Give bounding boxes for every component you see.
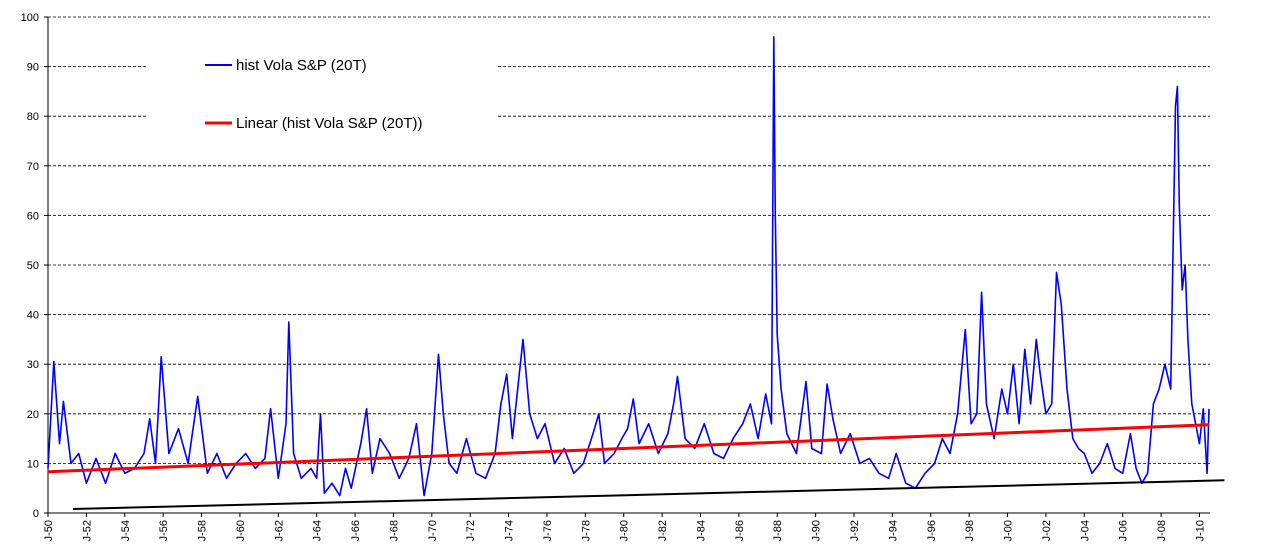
y-tick-label: 90 (27, 62, 39, 74)
x-tick-label: J-98 (964, 520, 976, 541)
x-tick-label: J-04 (1079, 520, 1091, 541)
y-tick-labels: 0 10 20 30 40 50 60 70 80 90 100 (21, 12, 39, 520)
x-tick-label: J-66 (350, 520, 362, 541)
x-tick-label: J-70 (427, 520, 439, 541)
axes (44, 16, 1210, 517)
x-tick-label: J-60 (235, 520, 247, 541)
series-lines (47, 35, 1225, 510)
x-tick-labels: J-50 J-52 J-54 J-56 J-58 J-60 J-62 J-64 J-66 J-68… (43, 520, 1206, 541)
x-tick-label: J-52 (81, 520, 93, 541)
legend-background (148, 46, 498, 146)
x-tick-label: J-02 (1041, 520, 1053, 541)
x-tick-label: J-76 (542, 520, 554, 541)
x-tick-label: J-64 (312, 520, 324, 541)
x-tick-label: J-96 (926, 520, 938, 541)
y-tick-label: 40 (27, 310, 39, 322)
legend-label-linear-trend: Linear (hist Vola S&P (20T)) (236, 115, 422, 132)
y-tick-label: 70 (27, 161, 39, 173)
x-tick-label: J-56 (158, 520, 170, 541)
legend: hist Vola S&P (20T) Linear (hist Vola S&… (148, 46, 498, 146)
x-tick-label: J-50 (43, 520, 55, 541)
x-tick-label: J-72 (465, 520, 477, 541)
series-line-hist-vola (47, 35, 1210, 497)
y-tick-label: 20 (27, 409, 39, 421)
x-tick-label: J-00 (1003, 520, 1015, 541)
x-tick-label: J-54 (120, 520, 132, 541)
y-tick-label: 10 (27, 458, 39, 470)
x-tick-label: J-62 (273, 520, 285, 541)
y-tick-label: 60 (27, 210, 39, 222)
y-tick-label: 80 (27, 111, 39, 123)
y-tick-label: 100 (21, 12, 39, 24)
y-tick-label: 0 (33, 508, 39, 520)
gridlines (48, 16, 1210, 464)
series-line-linear-trend (47, 423, 1210, 474)
x-tick-label: J-68 (388, 520, 400, 541)
series-line-black-baseline (72, 479, 1225, 510)
x-tick-label: J-92 (849, 520, 861, 541)
x-tick-label: J-86 (734, 520, 746, 541)
x-tick-label: J-74 (504, 520, 516, 541)
x-tick-label: J-88 (772, 520, 784, 541)
x-tick-label: J-82 (657, 520, 669, 541)
y-tick-label: 30 (27, 359, 39, 371)
x-tick-label: J-80 (619, 520, 631, 541)
legend-label-hist-vola: hist Vola S&P (20T) (236, 57, 367, 74)
y-tick-label: 50 (27, 260, 39, 272)
x-tick-label: J-90 (811, 520, 823, 541)
x-tick-label: J-08 (1156, 520, 1168, 541)
x-tick-label: J-10 (1194, 520, 1206, 541)
x-tick-label: J-58 (197, 520, 209, 541)
x-tick-label: J-94 (887, 520, 899, 541)
x-tick-label: J-78 (580, 520, 592, 541)
x-tick-label: J-84 (695, 520, 707, 541)
x-tick-label: J-06 (1118, 520, 1130, 541)
